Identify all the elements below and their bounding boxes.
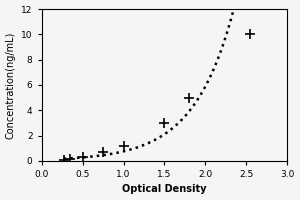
Y-axis label: Concentration(ng/mL): Concentration(ng/mL) [6, 31, 16, 139]
X-axis label: Optical Density: Optical Density [122, 184, 207, 194]
